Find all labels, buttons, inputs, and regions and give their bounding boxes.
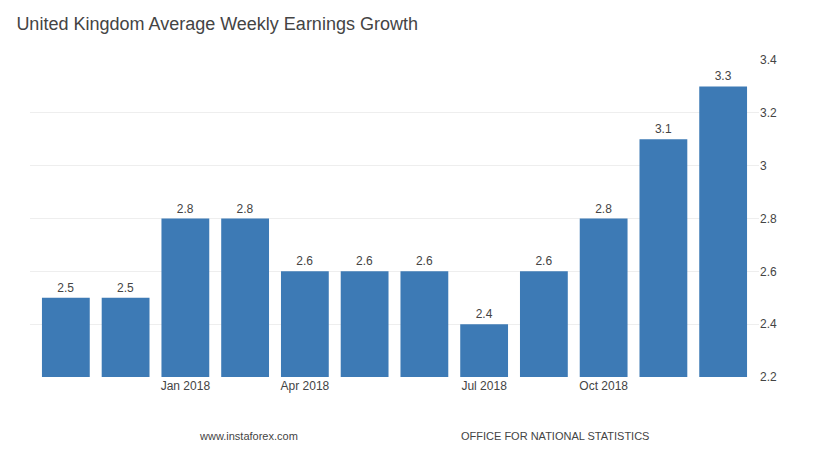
svg-text:United Kingdom Average Weekly: United Kingdom Average Weekly Earnings G… (16, 14, 418, 34)
svg-text:2.8: 2.8 (177, 202, 194, 216)
svg-text:2.6: 2.6 (535, 254, 552, 268)
svg-text:OFFICE FOR NATIONAL STATISTICS: OFFICE FOR NATIONAL STATISTICS (461, 430, 649, 442)
svg-text:3.1: 3.1 (655, 122, 672, 136)
svg-text:3.3: 3.3 (715, 69, 732, 83)
svg-text:Jul 2018: Jul 2018 (461, 379, 507, 393)
svg-text:2.8: 2.8 (595, 202, 612, 216)
svg-text:www.instaforex.com: www.instaforex.com (199, 430, 298, 442)
svg-text:Oct 2018: Oct 2018 (579, 379, 628, 393)
svg-text:2.6: 2.6 (356, 254, 373, 268)
svg-text:3: 3 (760, 159, 767, 173)
svg-text:2.6: 2.6 (296, 254, 313, 268)
svg-text:Jan 2018: Jan 2018 (161, 379, 211, 393)
svg-text:2.4: 2.4 (476, 307, 493, 321)
svg-text:2.6: 2.6 (416, 254, 433, 268)
svg-text:2.2: 2.2 (760, 370, 777, 384)
svg-text:3.2: 3.2 (760, 106, 777, 120)
svg-text:2.6: 2.6 (760, 265, 777, 279)
svg-text:2.5: 2.5 (117, 281, 134, 295)
svg-text:2.8: 2.8 (760, 212, 777, 226)
svg-text:2.8: 2.8 (237, 202, 254, 216)
svg-text:Apr 2018: Apr 2018 (281, 379, 330, 393)
svg-text:3.4: 3.4 (760, 53, 777, 67)
svg-text:2.4: 2.4 (760, 317, 777, 331)
svg-text:2.5: 2.5 (57, 281, 74, 295)
